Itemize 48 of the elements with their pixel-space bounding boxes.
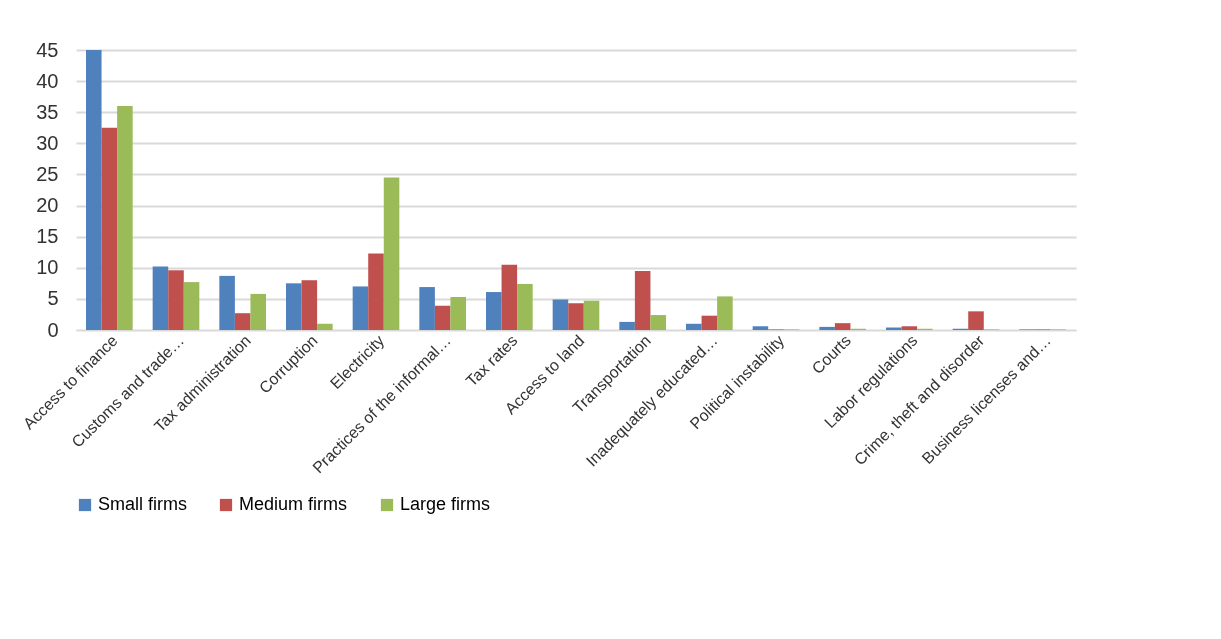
- bar: [968, 311, 984, 330]
- bar: [250, 293, 266, 330]
- bar: [634, 270, 651, 330]
- bar: [117, 106, 133, 330]
- bar: [686, 323, 702, 330]
- bar: [819, 326, 835, 330]
- bar: [152, 266, 169, 330]
- bar: [501, 264, 518, 330]
- bar: [717, 296, 733, 330]
- bar: [317, 323, 333, 330]
- bar: [619, 321, 635, 330]
- bar: [183, 282, 200, 330]
- legend-label: Medium firms: [239, 494, 348, 514]
- y-tick-label: 5: [47, 287, 59, 310]
- bar: [552, 299, 569, 330]
- y-tick-label: 35: [36, 100, 59, 123]
- bar: [752, 326, 769, 330]
- y-tick-label: 25: [36, 162, 59, 185]
- bar: [301, 280, 318, 330]
- bar: [434, 305, 451, 330]
- legend-label: Small firms: [98, 494, 187, 514]
- bar: [650, 315, 666, 330]
- bar: [517, 283, 533, 330]
- bar: [101, 127, 118, 330]
- bar: [219, 275, 235, 330]
- bar: [168, 270, 184, 330]
- y-tick-label: 20: [36, 194, 59, 217]
- bar: [352, 286, 369, 330]
- bar: [701, 315, 718, 330]
- bar: [86, 50, 102, 330]
- bar: [583, 300, 600, 330]
- bar: [368, 253, 384, 330]
- bar: [834, 323, 851, 330]
- bar: [419, 287, 435, 330]
- y-tick-label: 40: [36, 69, 59, 92]
- y-tick-label: 0: [47, 318, 59, 341]
- y-tick-label: 15: [36, 225, 59, 248]
- bar: [901, 326, 918, 330]
- legend-label: Large firms: [400, 494, 491, 514]
- bar: [568, 303, 584, 330]
- bar: [383, 177, 400, 330]
- bar: [486, 292, 502, 330]
- y-tick-label: 30: [36, 131, 59, 154]
- y-tick-label: 10: [36, 256, 59, 279]
- bar: [450, 297, 466, 330]
- bar: [286, 283, 302, 330]
- y-tick-label: 45: [36, 38, 59, 61]
- bar: [234, 313, 251, 330]
